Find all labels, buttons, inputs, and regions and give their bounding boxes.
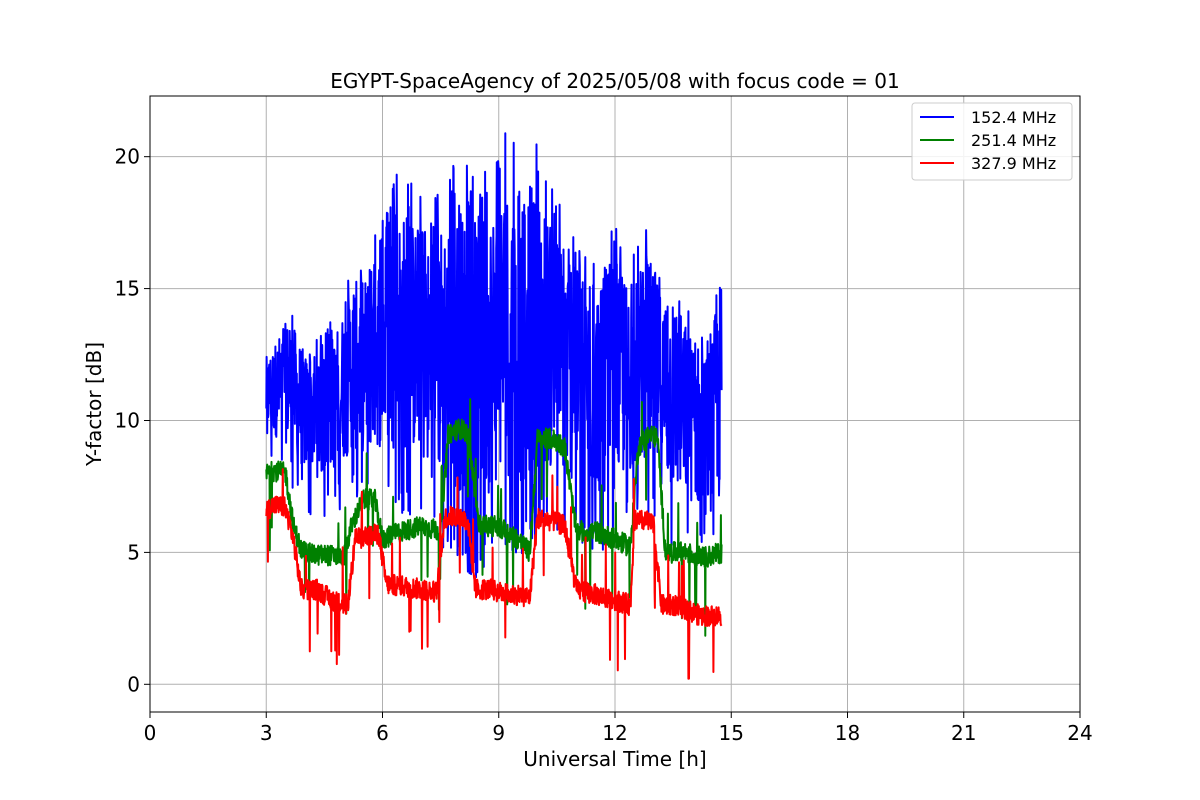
y-axis-label: Y-factor [dB]: [82, 342, 106, 467]
x-tick-label: 12: [602, 721, 627, 745]
x-tick-label: 18: [835, 721, 860, 745]
legend: 152.4 MHz 251.4 MHz 327.9 MHz: [911, 102, 1073, 181]
series-line-152-4-mhz: [265, 132, 723, 579]
legend-label-152-4-mhz: 152.4 MHz: [971, 108, 1056, 127]
y-tick-label: 20: [115, 145, 140, 169]
x-tick-label: 9: [492, 721, 505, 745]
y-tick-label: 15: [115, 277, 140, 301]
legend-label-327-9-mhz: 327.9 MHz: [971, 154, 1056, 173]
chart-title: EGYPT-SpaceAgency of 2025/05/08 with foc…: [330, 69, 899, 93]
series-layer: [265, 132, 723, 680]
x-axis-label: Universal Time [h]: [523, 747, 706, 771]
x-tick-label: 0: [144, 721, 157, 745]
x-tick-label: 15: [719, 721, 744, 745]
x-tick-label: 21: [951, 721, 976, 745]
y-axis-ticks: 0 5 10 15 20: [115, 145, 150, 696]
series-line-327-9-mhz: [265, 468, 723, 680]
x-tick-label: 3: [260, 721, 273, 745]
x-tick-label: 6: [376, 721, 389, 745]
y-tick-label: 5: [127, 540, 140, 564]
x-axis-ticks: 0 3 6 9 12 15 18 21 24: [144, 712, 1093, 745]
x-tick-label: 24: [1067, 721, 1092, 745]
y-tick-label: 10: [115, 408, 140, 432]
y-tick-label: 0: [127, 672, 140, 696]
legend-label-251-4-mhz: 251.4 MHz: [971, 131, 1056, 150]
legend-box: [911, 102, 1073, 181]
